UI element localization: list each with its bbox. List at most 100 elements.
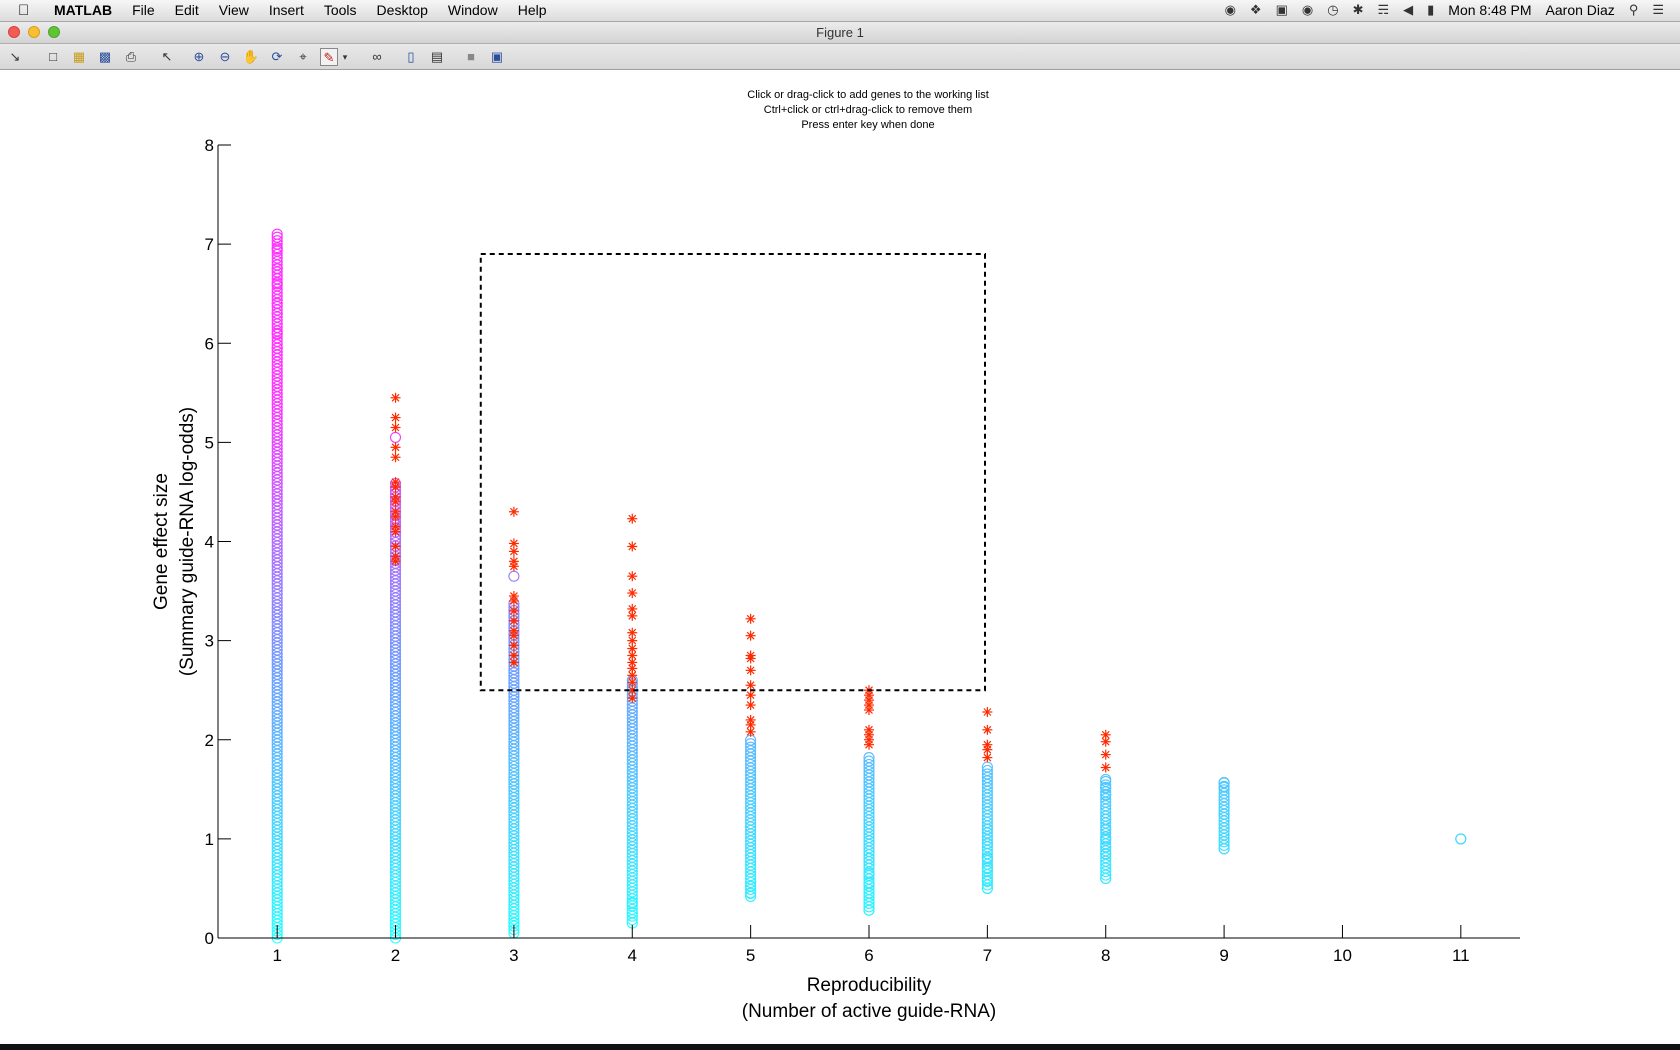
data-point[interactable] (1100, 788, 1112, 800)
legend-icon[interactable]: ▤ (430, 49, 444, 64)
selected-point-star[interactable] (1100, 729, 1111, 740)
zoom-out-icon[interactable]: ⊖ (219, 49, 231, 64)
data-point[interactable] (1100, 781, 1112, 793)
data-point[interactable] (863, 904, 875, 916)
new-figure-icon[interactable]: □ (49, 49, 57, 64)
dropbox-icon[interactable]: ❖ (1249, 2, 1262, 17)
selected-point-star[interactable] (390, 422, 401, 433)
selected-point-star[interactable] (508, 640, 519, 651)
data-point[interactable] (271, 278, 283, 290)
data-point[interactable] (745, 738, 757, 750)
data-point[interactable] (863, 758, 875, 771)
data-point[interactable] (863, 755, 875, 767)
selected-point-star[interactable] (627, 610, 638, 621)
menu-help[interactable]: Help (517, 2, 547, 18)
selected-point-star[interactable] (390, 556, 401, 567)
selected-point-star[interactable] (390, 392, 401, 403)
selected-point-star[interactable] (627, 571, 638, 582)
menu-tools[interactable]: Tools (323, 2, 357, 18)
data-point[interactable] (271, 228, 283, 240)
selected-point-star[interactable] (508, 595, 519, 606)
data-point[interactable] (271, 342, 283, 354)
selected-point-star[interactable] (745, 630, 756, 641)
selected-point-star[interactable] (864, 705, 874, 716)
data-point[interactable] (1218, 808, 1230, 820)
selected-point-star[interactable] (508, 561, 519, 572)
selected-point-star[interactable] (982, 752, 993, 763)
selected-point-star[interactable] (627, 657, 638, 668)
selected-point-star[interactable] (390, 511, 401, 522)
data-point[interactable] (271, 235, 283, 247)
hide-plot-tools-icon[interactable]: ■ (467, 49, 475, 64)
menu-edit[interactable]: Edit (174, 2, 199, 18)
selected-point-star[interactable] (627, 513, 638, 524)
data-point[interactable] (981, 853, 993, 865)
selected-point-star[interactable] (745, 690, 756, 701)
minimize-window-button[interactable] (28, 26, 40, 38)
selected-point-star[interactable] (390, 481, 401, 492)
open-file-icon[interactable]: ▦ (72, 49, 86, 64)
drag-selection-box[interactable] (479, 253, 986, 692)
selected-point-star[interactable] (627, 693, 638, 704)
selected-point-star[interactable] (1100, 736, 1111, 747)
calendar-icon[interactable]: ▣ (1275, 2, 1288, 17)
close-window-button[interactable] (8, 26, 20, 38)
data-point[interactable] (1100, 841, 1112, 853)
selected-point-star[interactable] (627, 650, 638, 661)
dock-arrow-icon[interactable]: ↘ (9, 49, 21, 64)
pointer-icon[interactable]: ↖ (161, 49, 173, 64)
data-point[interactable] (271, 263, 283, 275)
data-point[interactable] (745, 887, 757, 899)
selected-point-star[interactable] (864, 739, 874, 750)
data-point[interactable] (981, 768, 993, 780)
selected-point-star[interactable] (390, 496, 401, 507)
selected-point-star[interactable] (390, 541, 401, 552)
selected-point-star[interactable] (982, 724, 993, 735)
data-point[interactable] (1218, 843, 1230, 855)
menu-app-name[interactable]: MATLAB (54, 2, 113, 18)
selected-point-star[interactable] (627, 643, 638, 654)
selected-point-star[interactable] (508, 657, 519, 668)
notification-list-icon[interactable]: ☰ (1652, 2, 1664, 17)
selected-point-star[interactable] (508, 605, 519, 616)
clock[interactable]: Mon 8:48 PM (1448, 2, 1532, 18)
selected-point-star[interactable] (745, 700, 756, 711)
link-plot-icon[interactable]: ∞ (372, 49, 382, 64)
selected-point-star[interactable] (627, 541, 638, 552)
data-point[interactable] (1100, 813, 1112, 825)
data-point[interactable] (271, 307, 283, 320)
data-point[interactable] (745, 741, 757, 753)
data-point[interactable] (271, 243, 283, 255)
data-point[interactable] (863, 752, 875, 764)
data-cursor-icon[interactable]: ⌖ (299, 49, 307, 64)
menu-desktop[interactable]: Desktop (376, 2, 428, 18)
data-point[interactable] (981, 838, 993, 850)
menu-file[interactable]: File (132, 2, 155, 18)
bluetooth-icon[interactable]: ✱ (1352, 2, 1364, 17)
selected-point-star[interactable] (745, 613, 756, 624)
selected-point-star[interactable] (508, 630, 519, 641)
data-point[interactable] (271, 231, 283, 243)
chrome-icon[interactable]: ◉ (1224, 2, 1236, 17)
zoom-window-button[interactable] (48, 26, 60, 38)
data-point[interactable] (1100, 848, 1112, 860)
battery-icon[interactable]: ▮ (1427, 2, 1435, 17)
menu-view[interactable]: View (218, 2, 249, 18)
selected-point-star[interactable] (745, 726, 756, 737)
selected-point-star[interactable] (508, 615, 519, 626)
menu-window[interactable]: Window (447, 2, 498, 18)
brush-dropdown-icon[interactable]: ▾ (342, 52, 348, 62)
selected-point-star[interactable] (982, 744, 993, 755)
data-point[interactable] (389, 431, 402, 443)
zoom-in-icon[interactable]: ⊕ (193, 49, 205, 64)
data-point[interactable] (1100, 872, 1112, 885)
pan-hand-icon[interactable]: ✋ (242, 49, 260, 64)
data-point[interactable] (863, 868, 875, 880)
selected-point-star[interactable] (390, 452, 401, 463)
data-point[interactable] (1455, 833, 1467, 845)
wifi-icon[interactable]: ☴ (1377, 2, 1390, 17)
data-point[interactable] (1100, 773, 1112, 785)
selected-point-star[interactable] (508, 546, 519, 557)
data-point[interactable] (981, 764, 993, 777)
save-icon[interactable]: ▩ (98, 49, 112, 64)
